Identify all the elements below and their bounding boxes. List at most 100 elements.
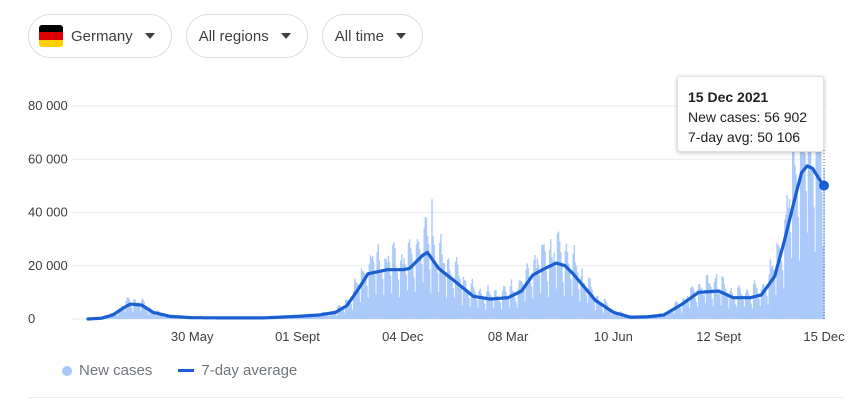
new-cases-bar bbox=[755, 284, 757, 319]
new-cases-bar bbox=[494, 290, 496, 319]
x-tick-label: 04 Dec bbox=[382, 329, 424, 344]
new-cases-bar bbox=[762, 283, 765, 319]
new-cases-bar bbox=[126, 297, 129, 319]
new-cases-bar bbox=[145, 307, 148, 319]
new-cases-bar bbox=[742, 300, 745, 319]
new-cases-bar bbox=[673, 313, 675, 319]
new-cases-bar bbox=[616, 313, 618, 319]
new-cases-bar bbox=[479, 288, 481, 319]
new-cases-bar bbox=[604, 299, 607, 319]
new-cases-bar bbox=[708, 282, 710, 319]
new-cases-bar bbox=[511, 290, 514, 319]
new-cases-bar bbox=[571, 295, 573, 319]
new-cases-bar bbox=[488, 291, 490, 319]
new-cases-bar bbox=[667, 310, 670, 319]
new-cases-bar bbox=[784, 219, 786, 319]
y-tick-label: 60 000 bbox=[28, 151, 68, 166]
new-cases-bar bbox=[700, 287, 702, 319]
new-cases-bar bbox=[328, 316, 330, 319]
new-cases-bar bbox=[618, 316, 620, 319]
new-cases-bar bbox=[499, 302, 502, 319]
new-cases-bar bbox=[562, 282, 564, 319]
new-cases-bar bbox=[515, 301, 517, 319]
new-cases-bar bbox=[556, 233, 559, 319]
new-cases-bar bbox=[573, 244, 575, 319]
new-cases-bar bbox=[542, 245, 544, 319]
new-cases-bar bbox=[608, 308, 610, 319]
new-cases-bar bbox=[513, 291, 515, 319]
new-cases-bar bbox=[351, 309, 354, 319]
new-cases-bar bbox=[731, 292, 733, 319]
new-cases-bar bbox=[425, 217, 428, 319]
country-dropdown[interactable]: Germany bbox=[28, 14, 172, 58]
new-cases-bar bbox=[664, 315, 666, 319]
new-cases-bar bbox=[733, 297, 736, 319]
new-cases-bar bbox=[327, 314, 329, 319]
new-cases-bar bbox=[375, 294, 377, 319]
new-cases-bar bbox=[690, 288, 692, 319]
new-cases-bar bbox=[433, 244, 435, 319]
new-cases-bar bbox=[802, 148, 804, 319]
new-cases-bar bbox=[506, 295, 508, 319]
new-cases-bar bbox=[445, 297, 448, 319]
new-cases-bar bbox=[560, 252, 562, 319]
new-cases-bar bbox=[360, 268, 363, 319]
new-cases-bar bbox=[329, 311, 331, 319]
new-cases-bar bbox=[475, 293, 477, 319]
new-cases-bar bbox=[580, 276, 582, 319]
new-cases-bar bbox=[370, 257, 373, 319]
time-range-dropdown[interactable]: All time bbox=[321, 14, 423, 58]
new-cases-bar bbox=[450, 275, 452, 319]
new-cases-bar bbox=[380, 272, 383, 319]
new-cases-bar bbox=[804, 153, 806, 319]
hover-tooltip: 15 Dec 2021 New cases: 56 902 7-day avg:… bbox=[677, 76, 824, 152]
new-cases-bar bbox=[796, 183, 798, 319]
new-cases-bar bbox=[665, 316, 667, 319]
new-cases-bar bbox=[414, 291, 416, 319]
new-cases-bar bbox=[382, 279, 384, 319]
new-cases-bar bbox=[457, 264, 459, 319]
new-cases-bar bbox=[379, 273, 382, 319]
new-cases-bar bbox=[134, 299, 136, 319]
new-cases-bar bbox=[439, 242, 441, 319]
new-cases-bar bbox=[570, 279, 572, 319]
new-cases-bar bbox=[135, 302, 137, 319]
new-cases-bar bbox=[418, 249, 421, 319]
new-cases-bar bbox=[760, 289, 763, 319]
new-cases-bar bbox=[430, 292, 432, 319]
new-cases-bar bbox=[788, 198, 791, 319]
seven-day-average-line bbox=[86, 164, 826, 321]
new-cases-bar bbox=[672, 310, 674, 319]
new-cases-bar bbox=[397, 279, 400, 319]
new-cases-bar bbox=[454, 261, 457, 319]
new-cases-bar bbox=[593, 300, 596, 319]
new-cases-bar bbox=[724, 288, 727, 319]
new-cases-bar bbox=[806, 232, 808, 319]
new-cases-bar bbox=[736, 307, 738, 319]
new-cases-bar bbox=[777, 245, 779, 319]
new-cases-bar bbox=[516, 307, 518, 319]
new-cases-bar bbox=[711, 298, 713, 319]
new-cases-bar bbox=[812, 168, 814, 319]
new-cases-bar bbox=[458, 276, 460, 319]
new-cases-bar bbox=[749, 298, 751, 319]
new-cases-bar bbox=[153, 313, 155, 319]
new-cases-bar bbox=[373, 261, 375, 319]
new-cases-bar bbox=[159, 312, 161, 319]
new-cases-bar bbox=[557, 231, 560, 319]
new-cases-bar bbox=[585, 294, 588, 319]
tooltip-average: 7-day avg: 50 106 bbox=[688, 129, 801, 145]
new-cases-bar bbox=[574, 262, 577, 319]
x-tick-label: 12 Sept bbox=[696, 329, 741, 344]
legend-new-cases: New cases bbox=[79, 362, 153, 379]
new-cases-bar bbox=[362, 270, 365, 319]
new-cases-bar bbox=[603, 298, 606, 319]
new-cases-bar bbox=[752, 283, 755, 319]
new-cases-bar bbox=[688, 307, 691, 319]
new-cases-bar bbox=[127, 297, 130, 319]
new-cases-bar bbox=[345, 298, 347, 319]
new-cases-bar bbox=[716, 290, 719, 319]
new-cases-bar bbox=[522, 284, 524, 319]
region-dropdown[interactable]: All regions bbox=[185, 14, 308, 58]
